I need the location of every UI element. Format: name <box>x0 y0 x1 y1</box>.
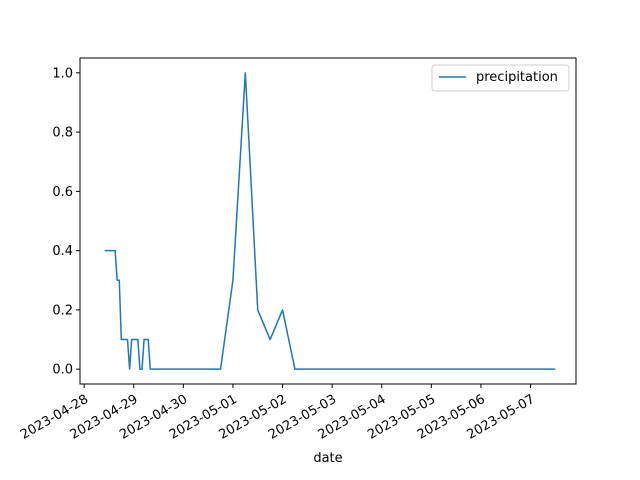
x-axis-title: date <box>313 451 342 466</box>
y-tick-label: 0.6 <box>52 185 73 200</box>
legend: precipitation <box>431 64 570 92</box>
axes-frame <box>79 57 577 385</box>
y-tick-label: 0.0 <box>52 363 73 378</box>
y-axis: 0.0 0.2 0.4 0.6 0.8 1.0 <box>52 66 80 378</box>
y-tick-label: 0.8 <box>52 126 73 141</box>
y-tick-label: 0.4 <box>52 244 73 259</box>
series-line-precipitation <box>104 72 556 370</box>
legend-box <box>431 64 570 92</box>
plot-content <box>104 72 556 370</box>
y-tick-label: 1.0 <box>52 66 73 81</box>
legend-label: precipitation <box>476 70 558 85</box>
y-tick-label: 0.2 <box>52 303 73 318</box>
plot-area <box>80 58 576 384</box>
